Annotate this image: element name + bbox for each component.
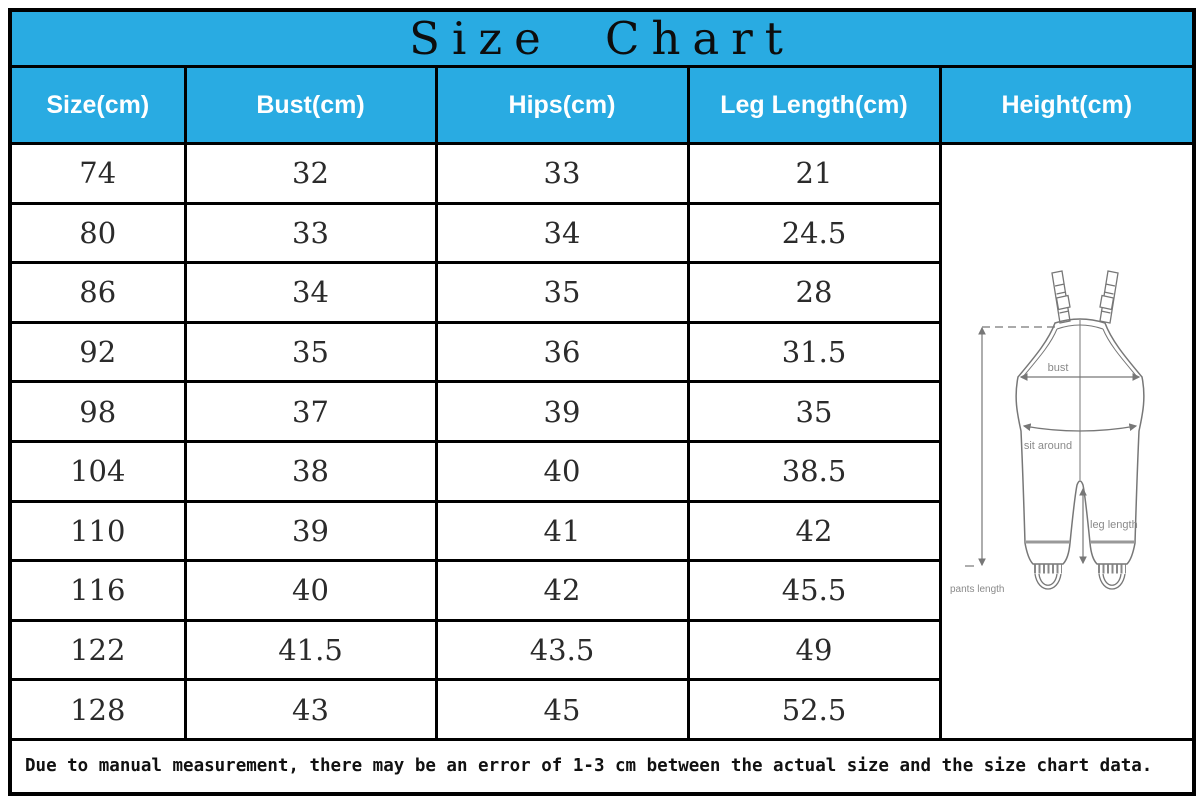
cuff-ribbing [1025,540,1134,574]
measurement-annotations [964,326,1140,567]
table-cell: 92 [8,320,187,384]
table-cell: 41 [434,499,690,563]
column-header-hips: Hips(cm) [434,65,690,145]
table-cell: 33 [434,142,690,205]
table-row: 80 33 34 24.5 [8,201,1194,265]
column-header-row: Size(cm) Bust(cm) Hips(cm) Leg Length(cm… [8,65,1196,145]
table-cell: 49 [686,618,942,682]
table-cell: 40 [434,439,690,503]
table-row: 86 34 35 28 [8,261,1194,324]
table-cell: 39 [183,499,438,563]
table-cell: 80 [8,201,187,265]
table-cell: 31.5 [686,320,942,384]
size-chart-table: Size Chart Size(cm) Bust(cm) Hips(cm) Le… [8,8,1197,796]
title-row: Size Chart [8,8,1196,68]
table-cell: 74 [8,142,187,205]
table-cell: 52.5 [686,678,942,741]
table-row: 92 35 36 31.5 [8,320,1194,384]
table-cell: 45.5 [686,559,942,622]
table-cell: 43 [183,678,438,741]
table-cell: 43.5 [434,618,690,682]
table-cell: 98 [8,380,187,443]
table-row: 128 43 45 52.5 [8,678,1194,741]
table-cell: 128 [8,678,187,741]
table-cell: 42 [434,559,690,622]
chart-title: Size Chart [8,8,1196,68]
overalls-diagram: bust sit around leg length pants length [950,270,1145,595]
table-cell: 104 [8,439,187,503]
table-row: 104 38 40 38.5 [8,439,1194,503]
sit-around-arrow [1022,423,1137,432]
height-diagram-cell: bust sit around leg length pants length [938,142,1196,741]
stirrup-straps-icon [1034,573,1126,590]
table-cell: 35 [686,380,942,443]
table-cell: 38 [183,439,438,503]
table-row: 122 41.5 43.5 49 [8,618,1194,682]
table-cell: 34 [183,261,438,324]
table-cell: 122 [8,618,187,682]
table-cell: 45 [434,678,690,741]
table-cell: 37 [183,380,438,443]
table-row: 74 32 33 21 [8,142,1196,741]
column-header-leg-length: Leg Length(cm) [686,65,942,145]
table-cell: 42 [686,499,942,563]
column-header-size: Size(cm) [8,65,187,145]
table-cell: 39 [434,380,690,443]
table-cell: 41.5 [183,618,438,682]
pants-length-label: pants length [950,584,1005,595]
table-cell: 40 [183,559,438,622]
table-cell: 86 [8,261,187,324]
table-cell: 34 [434,201,690,265]
table-row: 98 37 39 35 [8,380,1194,443]
table-cell: 35 [183,320,438,384]
table-cell: 28 [686,261,942,324]
table-cell: 36 [434,320,690,384]
leg-length-label: leg length [1090,519,1138,531]
table-row: 116 40 42 45.5 [8,559,1194,622]
table-cell: 38.5 [686,439,942,503]
footer-row: Due to manual measurement, there may be … [8,738,1196,795]
table-cell: 21 [686,142,942,205]
column-header-bust: Bust(cm) [183,65,438,145]
table-row: 110 39 41 42 [8,499,1194,563]
table-cell: 116 [8,559,187,622]
bust-label: bust [1047,362,1068,374]
sit-around-label: sit around [1024,440,1072,452]
column-header-height: Height(cm) [938,65,1196,145]
measurement-note: Due to manual measurement, there may be … [8,738,1196,795]
table-cell: 35 [434,261,690,324]
table-cell: 24.5 [686,201,942,265]
table-cell: 110 [8,499,187,563]
table-cell: 33 [183,201,438,265]
table-cell: 32 [183,142,438,205]
suspender-straps-icon [1051,270,1119,324]
